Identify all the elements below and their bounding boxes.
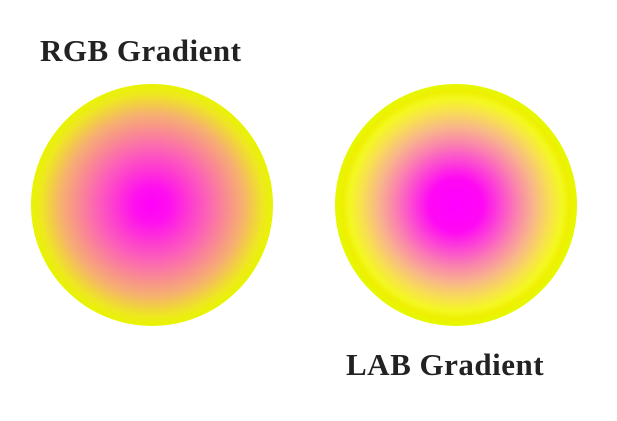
- rgb-gradient-circle: [31, 84, 273, 326]
- lab-label: LAB Gradient: [346, 347, 544, 382]
- lab-gradient-circle: [335, 84, 577, 326]
- rgb-label: RGB Gradient: [40, 33, 242, 68]
